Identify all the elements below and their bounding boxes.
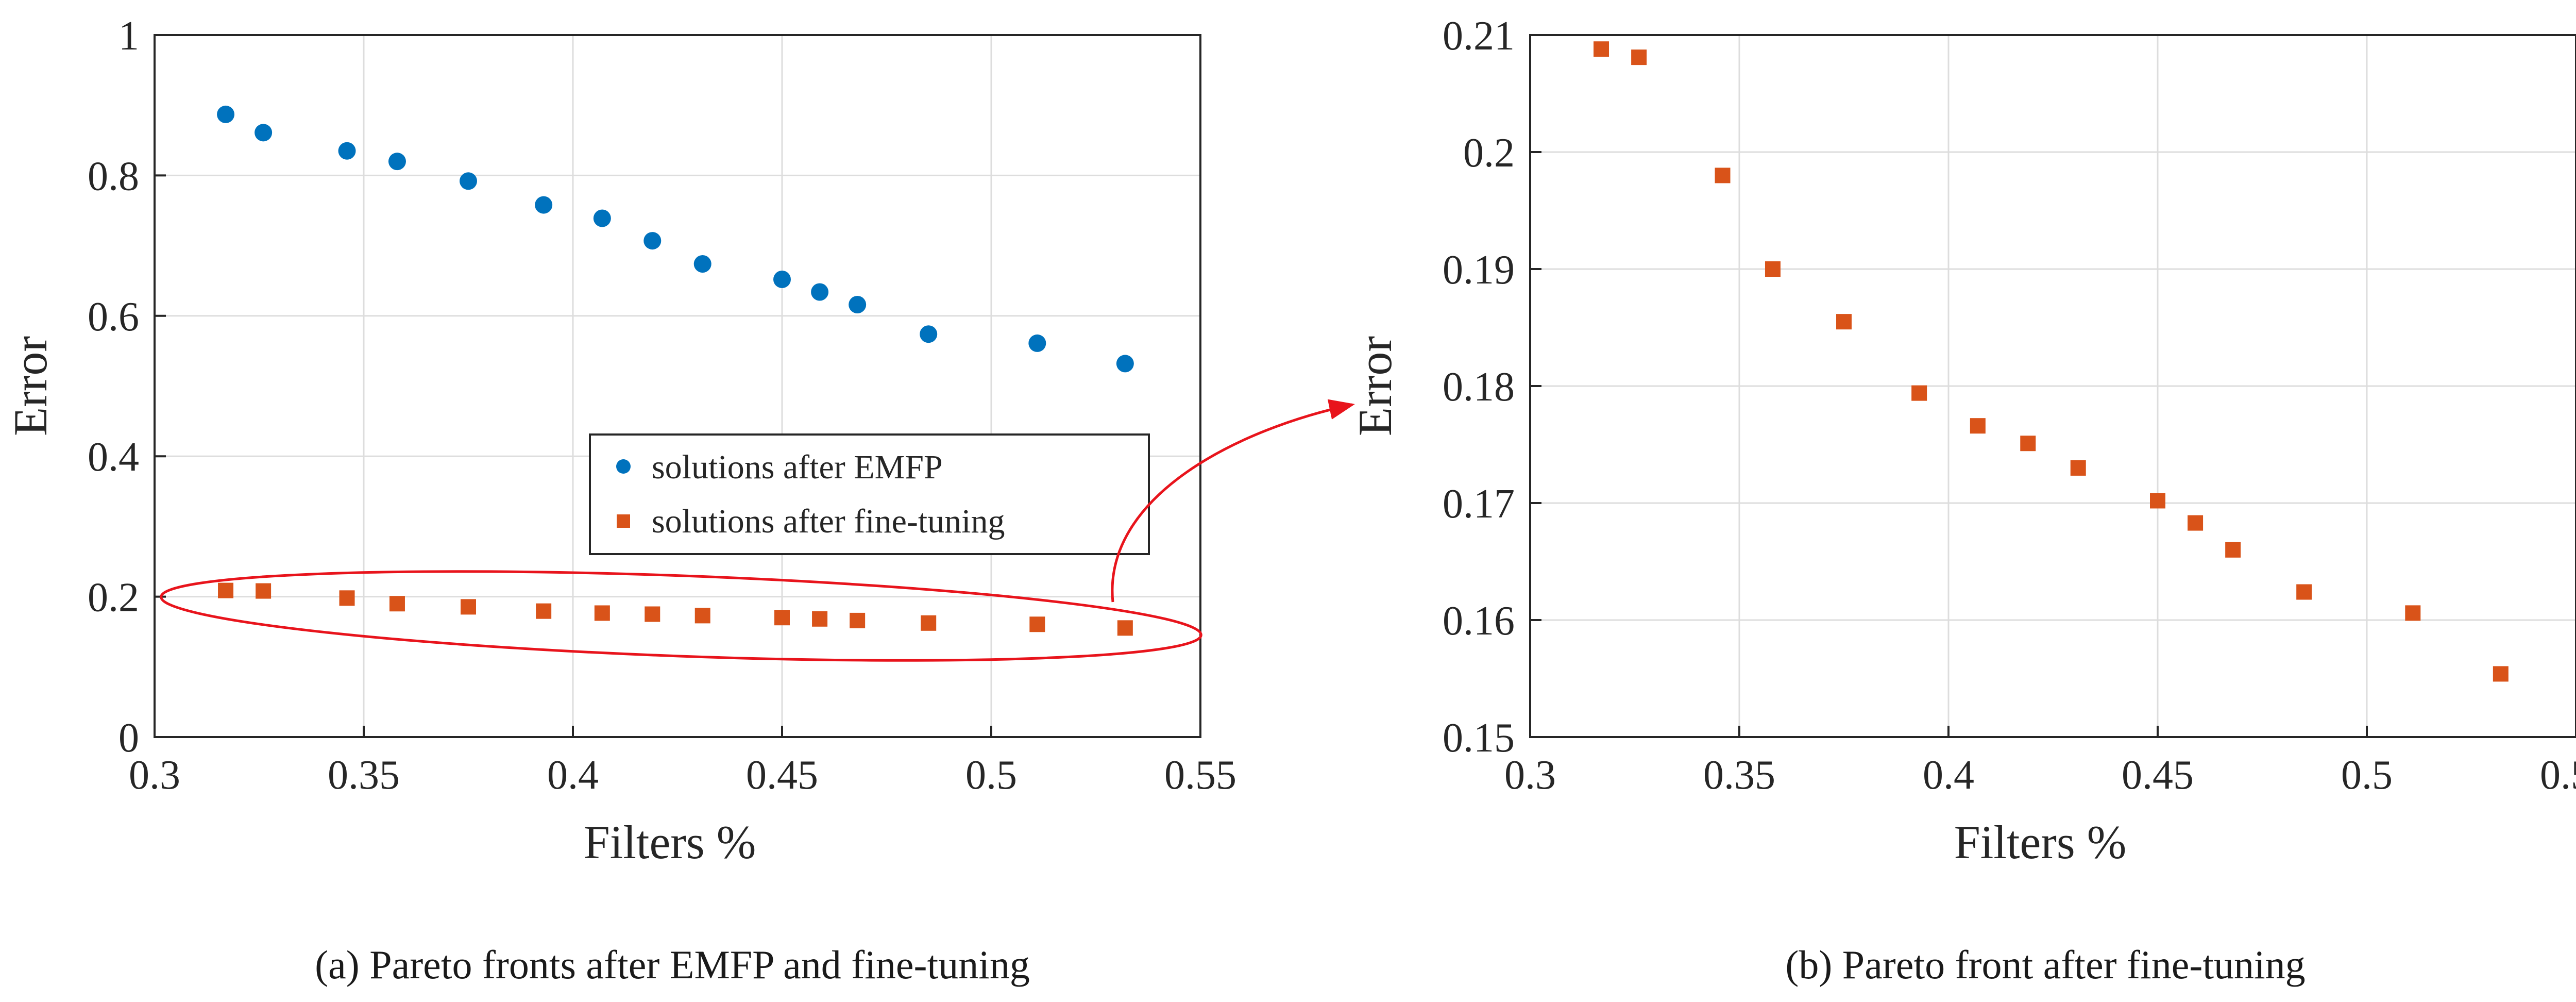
x-tick-label: 0.3	[129, 753, 180, 798]
y-tick-label: 0	[118, 715, 139, 761]
emfp-point	[773, 270, 791, 288]
x-axis-label: Filters %	[1954, 816, 2127, 869]
x-tick-label: 0.3	[1504, 753, 1556, 798]
finetune-point	[1631, 49, 1647, 65]
emfp-point	[255, 124, 273, 142]
panel-b-chart: 0.3 0.35 0.4 0.45 0.5 0.55 0.15 0.16 0.17 0.18 0.1…	[1349, 13, 2576, 869]
y-tick-label: 0.19	[1443, 247, 1515, 293]
finetune-point	[1715, 168, 1731, 183]
finetune-point	[1765, 261, 1781, 277]
legend-emfp-label: solutions after EMFP	[652, 448, 943, 486]
finetune-point	[594, 605, 610, 621]
finetune-point	[1117, 620, 1133, 636]
emfp-point	[217, 105, 235, 123]
emfp-point	[535, 196, 553, 214]
emfp-point	[593, 209, 611, 227]
finetune-point	[1029, 616, 1045, 632]
finetune-point	[2296, 584, 2312, 600]
finetune-point	[2493, 666, 2509, 682]
finetune-point	[1594, 41, 1609, 57]
y-axis-label: Error	[1349, 336, 1401, 436]
caption-a: (a) Pareto fronts after EMFP and fine-tu…	[315, 942, 1030, 987]
zoom-annotation	[160, 399, 1355, 662]
x-tick-label: 0.45	[2122, 753, 2194, 798]
x-tick-label: 0.4	[547, 753, 599, 798]
finetune-point	[2225, 542, 2241, 558]
x-tick-label: 0.4	[1923, 753, 1974, 798]
finetune-point	[339, 590, 355, 606]
legend-finetune-label: solutions after fine-tuning	[652, 503, 1005, 540]
caption-b: (b) Pareto front after fine-tuning	[1785, 942, 2305, 987]
emfp-point	[1116, 355, 1134, 373]
finetune-point	[1970, 418, 1986, 434]
x-tick-label: 0.35	[328, 753, 400, 798]
finetune-point	[2188, 515, 2204, 531]
finetune-point	[1836, 314, 1852, 330]
emfp-point	[643, 232, 662, 250]
finetune-point	[812, 611, 828, 627]
emfp-point	[460, 172, 477, 190]
finetune-point	[536, 603, 552, 619]
finetune-point	[921, 615, 937, 631]
y-tick-label: 0.15	[1443, 715, 1515, 761]
y-tick-label: 0.4	[88, 435, 139, 480]
y-tick-label: 0.6	[88, 294, 139, 340]
y-axis-label: Error	[4, 336, 57, 436]
y-tick-label: 1	[118, 13, 139, 59]
finetune-point	[2405, 605, 2421, 621]
x-tick-label: 0.5	[2341, 753, 2393, 798]
legend-box	[589, 433, 1150, 555]
emfp-point	[811, 283, 829, 301]
finetune-point	[850, 612, 866, 628]
finetune-point	[218, 582, 234, 598]
panel-a-chart: 0.3 0.35 0.4 0.45 0.5 0.55 0 0.2 0.4 0.6 0.8 1 Filte…	[4, 13, 1236, 869]
highlight-ellipse	[160, 570, 1202, 662]
finetune-point	[774, 610, 790, 626]
y-tick-label: 0.18	[1443, 364, 1515, 410]
emfp-point	[849, 296, 867, 314]
legend-finetune-marker	[617, 514, 630, 528]
x-axis-label: Filters %	[584, 816, 756, 869]
y-tick-label: 0.21	[1443, 13, 1515, 59]
plot-area-frame	[154, 34, 1201, 738]
emfp-point	[693, 255, 711, 273]
finetune-point	[2070, 460, 2086, 476]
emfp-point	[920, 325, 938, 343]
finetune-point	[389, 596, 405, 612]
emfp-point	[338, 142, 356, 160]
emfp-point	[388, 153, 406, 171]
y-tick-label: 0.8	[88, 154, 139, 199]
finetune-point	[645, 606, 660, 622]
finetune-point	[1911, 385, 1927, 401]
finetune-point	[2150, 493, 2165, 509]
finetune-point	[694, 608, 710, 624]
finetune-point	[461, 599, 476, 615]
emfp-point	[1028, 334, 1046, 352]
y-tick-label: 0.2	[88, 575, 139, 621]
y-tick-label: 0.16	[1443, 598, 1515, 644]
x-tick-label: 0.35	[1703, 753, 1775, 798]
zoom-arrow	[1111, 399, 1355, 603]
finetune-point	[2020, 436, 2036, 452]
x-tick-label: 0.45	[746, 753, 818, 798]
y-tick-label: 0.2	[1463, 130, 1515, 176]
x-tick-label: 0.55	[1164, 753, 1236, 798]
legend-emfp-marker	[616, 459, 631, 474]
y-tick-label: 0.17	[1443, 481, 1515, 527]
x-tick-label: 0.5	[965, 753, 1017, 798]
finetune-point	[256, 583, 272, 599]
x-tick-label: 0.55	[2540, 753, 2576, 798]
